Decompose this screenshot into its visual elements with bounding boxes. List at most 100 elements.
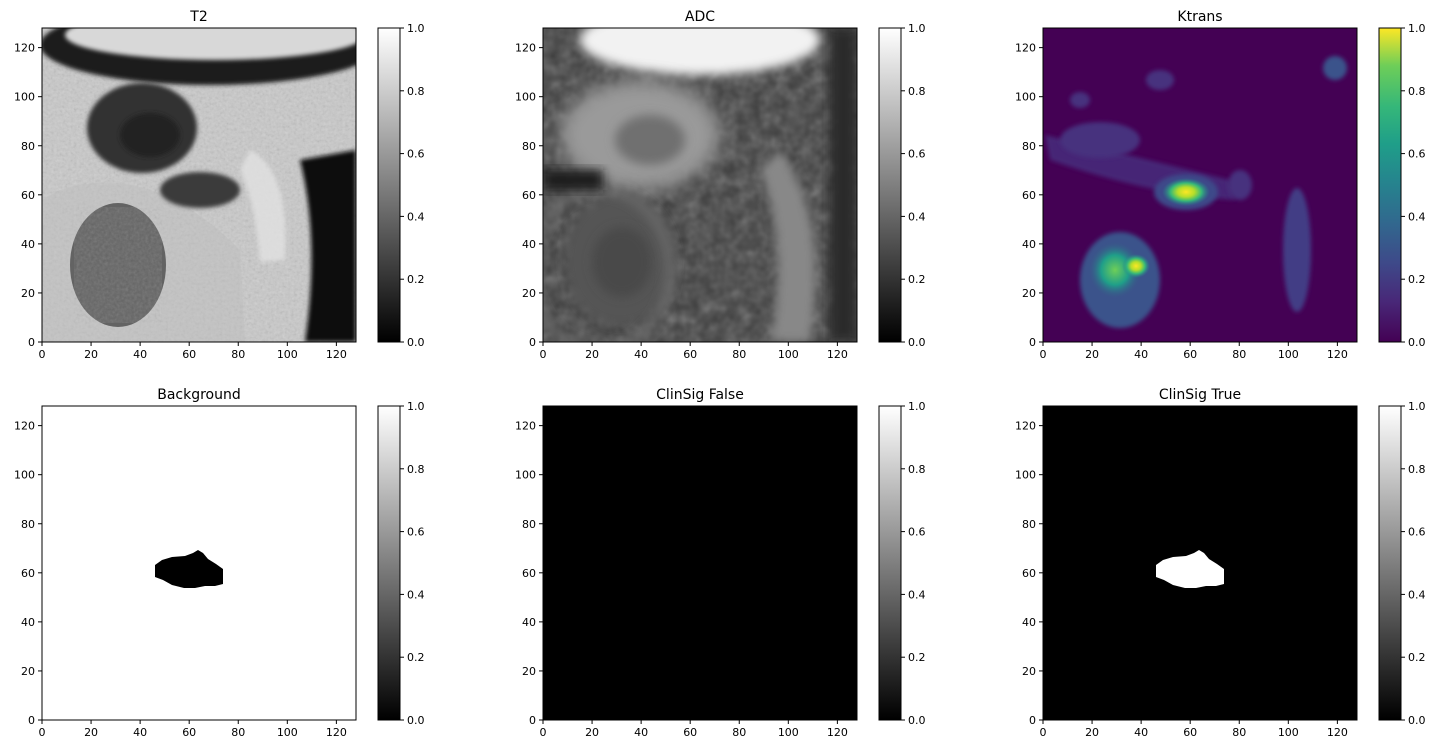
panel-0: T2 0 20 40 60 80 100 120 0 20 40 60 80 100 120 0.0 0.2 0.… <box>14 9 425 361</box>
x-tick-label: 100 <box>277 348 298 361</box>
y-tick-label: 20 <box>1022 665 1036 678</box>
panel-title: Background <box>157 387 241 403</box>
colorbar-tick-label: 1.0 <box>908 400 926 413</box>
x-tick-label: 100 <box>1278 726 1299 739</box>
y-tick-label: 60 <box>522 189 536 202</box>
y-tick-label: 20 <box>21 287 35 300</box>
x-tick-label: 60 <box>1183 348 1197 361</box>
y-tick-label: 60 <box>21 567 35 580</box>
colorbar-tick-label: 0.6 <box>1408 526 1426 539</box>
colorbar-tick-label: 0.6 <box>407 148 425 161</box>
x-tick-label: 0 <box>39 348 46 361</box>
x-tick-label: 0 <box>540 348 547 361</box>
x-tick-label: 80 <box>1232 348 1246 361</box>
colorbar-tick-label: 0.8 <box>407 463 425 476</box>
colorbar-tick-label: 0.4 <box>1408 210 1426 223</box>
x-tick-label: 40 <box>634 348 648 361</box>
colorbar <box>1378 27 1402 343</box>
colorbar-tick-label: 0.2 <box>1408 651 1426 664</box>
clinsig-true-mask <box>1043 406 1357 720</box>
colorbar-tick-label: 0.4 <box>407 588 425 601</box>
x-tick-label: 120 <box>1327 348 1348 361</box>
x-tick-label: 80 <box>231 348 245 361</box>
y-tick-label: 20 <box>21 665 35 678</box>
colorbar-tick-label: 1.0 <box>1408 400 1426 413</box>
y-tick-label: 20 <box>522 287 536 300</box>
x-tick-label: 0 <box>540 726 547 739</box>
x-tick-label: 60 <box>683 348 697 361</box>
y-tick-label: 0 <box>1029 714 1036 727</box>
colorbar-tick-label: 0.2 <box>908 651 926 664</box>
background-mask <box>42 406 356 720</box>
colorbar-tick-label: 0.0 <box>908 714 926 727</box>
colorbar-tick-label: 0.8 <box>908 85 926 98</box>
colorbar-tick-label: 0.0 <box>1408 714 1426 727</box>
y-tick-label: 80 <box>1022 140 1036 153</box>
y-tick-label: 40 <box>1022 616 1036 629</box>
x-tick-label: 120 <box>326 348 347 361</box>
y-tick-label: 60 <box>1022 567 1036 580</box>
colorbar-tick-label: 1.0 <box>908 22 926 35</box>
y-tick-label: 120 <box>14 42 35 55</box>
x-tick-label: 0 <box>1040 726 1047 739</box>
y-tick-label: 80 <box>522 140 536 153</box>
y-tick-label: 120 <box>14 420 35 433</box>
y-tick-label: 60 <box>21 189 35 202</box>
colorbar-tick-label: 0.8 <box>908 463 926 476</box>
colorbar <box>1378 405 1402 721</box>
colorbar-tick-label: 0.2 <box>407 651 425 664</box>
panel-1: ADC 0 20 40 60 80 100 120 0 20 40 60 80 100 120 0.0 0.2 0… <box>515 9 926 361</box>
x-tick-label: 20 <box>585 726 599 739</box>
colorbar-tick-label: 0.2 <box>1408 273 1426 286</box>
colorbar <box>878 27 902 343</box>
x-tick-label: 20 <box>84 348 98 361</box>
panel-title: ClinSig True <box>1159 387 1241 403</box>
colorbar-tick-label: 0.6 <box>908 526 926 539</box>
colorbar-tick-label: 0.2 <box>407 273 425 286</box>
y-tick-label: 60 <box>1022 189 1036 202</box>
colorbar-tick-label: 0.8 <box>407 85 425 98</box>
adc-image <box>543 28 857 342</box>
colorbar-tick-label: 1.0 <box>407 22 425 35</box>
y-tick-label: 100 <box>1015 91 1036 104</box>
panel-title: ADC <box>685 9 715 25</box>
x-tick-label: 120 <box>1327 726 1348 739</box>
y-tick-label: 100 <box>14 91 35 104</box>
colorbar-tick-label: 0.0 <box>407 714 425 727</box>
x-tick-label: 80 <box>732 348 746 361</box>
y-tick-label: 100 <box>14 469 35 482</box>
x-tick-label: 60 <box>683 726 697 739</box>
x-tick-label: 60 <box>182 726 196 739</box>
colorbar-tick-label: 1.0 <box>1408 22 1426 35</box>
y-tick-label: 80 <box>21 140 35 153</box>
colorbar-tick-label: 0.8 <box>1408 85 1426 98</box>
ktrans-image <box>1043 28 1357 342</box>
y-tick-label: 80 <box>21 518 35 531</box>
x-tick-label: 20 <box>1085 726 1099 739</box>
panel-title: ClinSig False <box>656 387 744 403</box>
x-tick-label: 80 <box>732 726 746 739</box>
x-tick-label: 60 <box>182 348 196 361</box>
y-tick-label: 0 <box>28 336 35 349</box>
colorbar-tick-label: 1.0 <box>407 400 425 413</box>
x-tick-label: 40 <box>1134 348 1148 361</box>
y-tick-label: 40 <box>21 238 35 251</box>
colorbar <box>377 405 401 721</box>
x-tick-label: 20 <box>585 348 599 361</box>
y-tick-label: 40 <box>522 238 536 251</box>
x-tick-label: 100 <box>277 726 298 739</box>
y-tick-label: 20 <box>522 665 536 678</box>
colorbar-tick-label: 0.0 <box>1408 336 1426 349</box>
y-tick-label: 120 <box>1015 420 1036 433</box>
colorbar-tick-label: 0.4 <box>908 210 926 223</box>
panel-5: ClinSig True 0 20 40 60 80 100 120 0 20 40 60 80 100 1… <box>1015 387 1426 739</box>
panel-title: T2 <box>189 9 207 25</box>
y-tick-label: 120 <box>1015 42 1036 55</box>
panel-2: Ktrans 0 20 40 60 80 100 120 0 20 40 60 80 100 120 0.0 0… <box>1015 9 1426 361</box>
colorbar-tick-label: 0.0 <box>407 336 425 349</box>
x-tick-label: 100 <box>778 348 799 361</box>
y-tick-label: 20 <box>1022 287 1036 300</box>
y-tick-label: 100 <box>1015 469 1036 482</box>
y-tick-label: 80 <box>1022 518 1036 531</box>
y-tick-label: 0 <box>529 714 536 727</box>
